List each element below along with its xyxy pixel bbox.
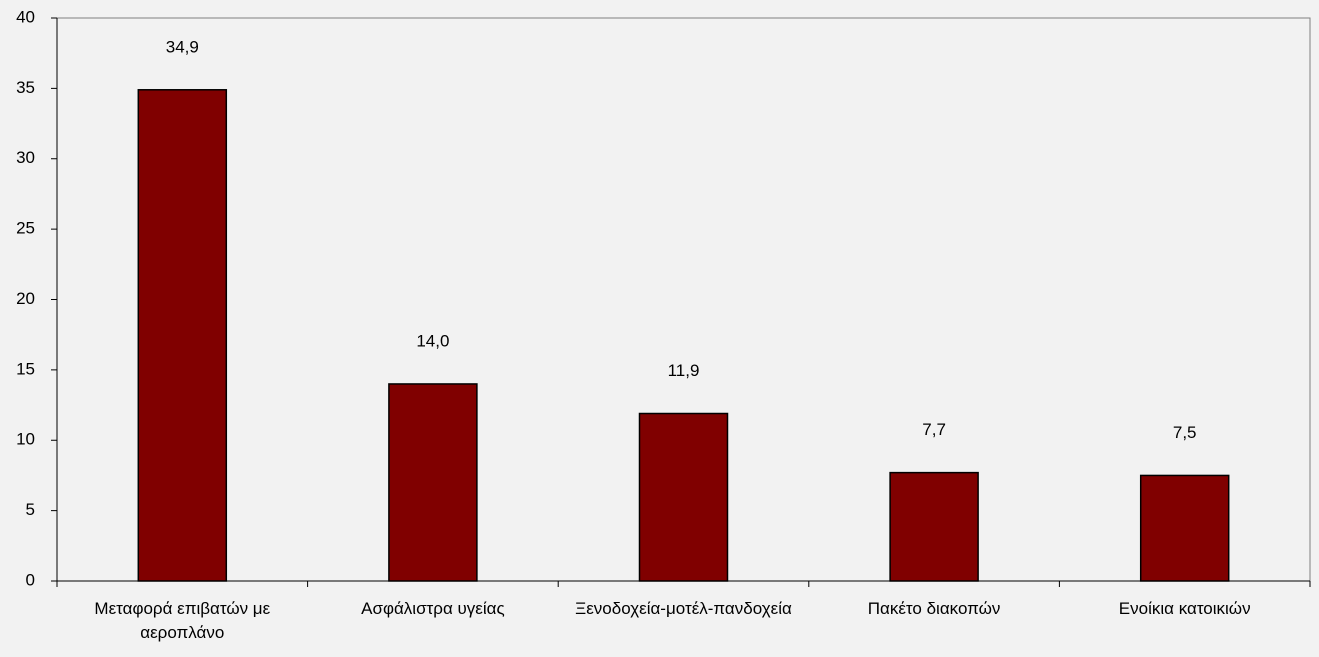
value-label: 11,9	[668, 361, 700, 380]
y-tick-label: 15	[16, 359, 35, 378]
y-tick-label: 30	[16, 148, 35, 167]
x-tick-label: Πακέτο διακοπών	[867, 599, 1001, 618]
value-label: 7,5	[1173, 423, 1197, 442]
bar	[137, 89, 228, 582]
value-label: 7,7	[922, 420, 946, 439]
value-label: 34,9	[166, 37, 199, 56]
x-tick-label: Ασφάλιστρα υγείας	[361, 599, 505, 618]
y-tick-label: 35	[16, 78, 35, 97]
bar	[1139, 474, 1230, 582]
y-tick-label: 5	[26, 500, 35, 519]
y-tick-label: 20	[16, 289, 35, 308]
bar	[889, 471, 979, 582]
bar	[638, 412, 729, 582]
y-tick-label: 0	[26, 570, 35, 589]
x-tick-label: Ενοίκια κατοικιών	[1118, 599, 1251, 618]
x-tick-label: Μεταφορά επιβατών με αεροπλάνο	[94, 599, 271, 642]
value-label: 14,0	[416, 331, 449, 350]
y-tick-label: 25	[16, 219, 35, 238]
y-tick-label: 10	[16, 430, 35, 449]
y-tick-label: 40	[16, 7, 35, 26]
bar	[388, 383, 478, 582]
x-tick-label: Ξενοδοχεία-μοτέλ-πανδοχεία	[575, 599, 792, 618]
